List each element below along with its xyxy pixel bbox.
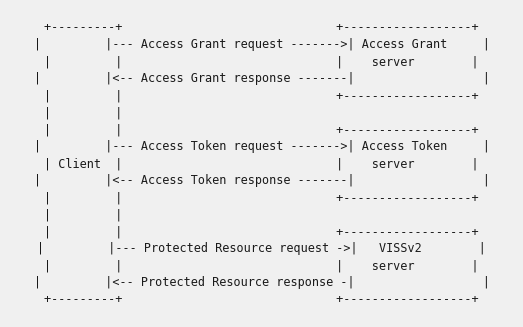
Text: +---------+                              +------------------+
|         |--- Acc: +---------+ +------------------+ | |--- … [33, 21, 490, 306]
